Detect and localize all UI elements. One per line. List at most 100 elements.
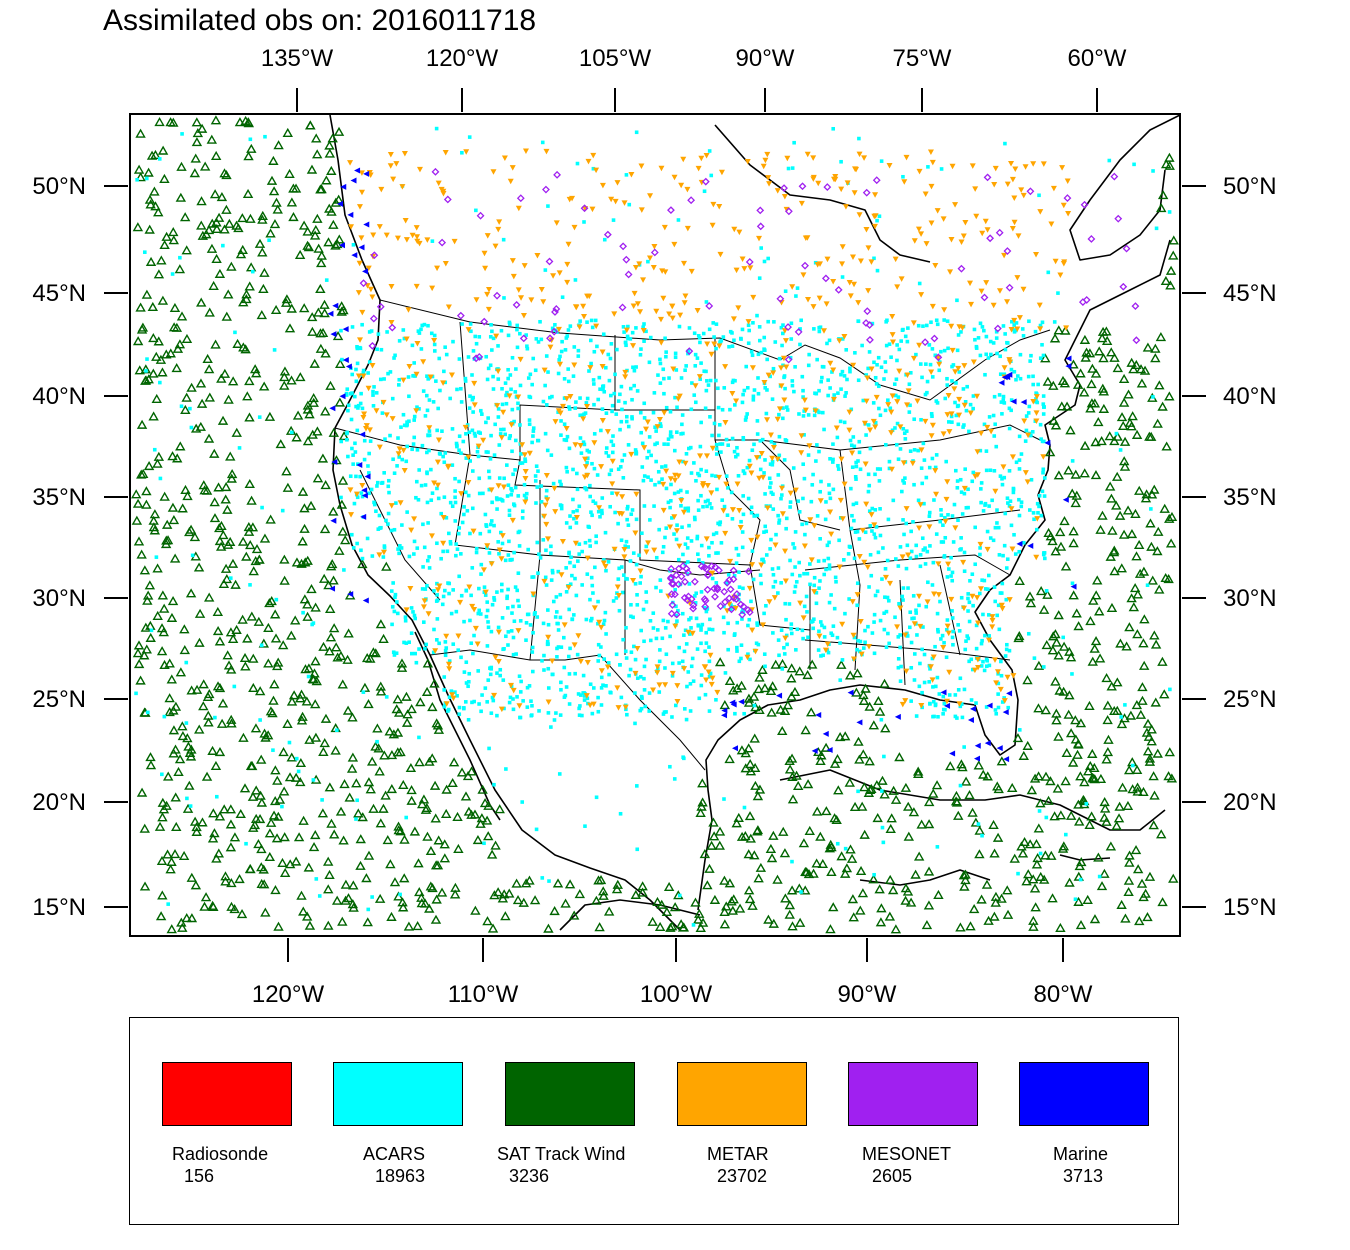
acars-marker <box>523 459 528 464</box>
acars-marker <box>895 343 899 347</box>
sat-track-wind-marker <box>719 906 730 917</box>
acars-marker <box>440 429 444 433</box>
metar-marker <box>636 261 643 267</box>
acars-marker <box>762 335 767 340</box>
acars-marker <box>731 378 736 383</box>
acars-marker <box>387 478 391 483</box>
acars-marker <box>888 406 893 411</box>
sat-track-wind-marker <box>778 826 789 836</box>
acars-marker <box>790 379 795 383</box>
acars-marker <box>1151 169 1155 173</box>
acars-marker <box>610 450 615 455</box>
acars-marker <box>814 590 819 595</box>
acars-marker <box>991 538 996 543</box>
acars-marker <box>406 375 411 379</box>
acars-marker <box>593 318 598 323</box>
metar-marker <box>975 620 982 626</box>
acars-marker <box>855 603 859 608</box>
acars-marker <box>520 516 525 520</box>
acars-marker <box>743 418 748 422</box>
acars-marker <box>412 361 416 365</box>
metar-marker <box>832 174 839 180</box>
acars-marker <box>601 387 605 392</box>
acars-marker <box>1041 394 1046 398</box>
sat-track-wind-marker <box>1165 280 1176 290</box>
metar-marker <box>856 212 863 218</box>
sat-track-wind-marker <box>855 865 867 876</box>
acars-marker <box>1004 566 1009 570</box>
sat-track-wind-marker <box>303 862 314 872</box>
sat-track-wind-marker <box>724 675 736 686</box>
sat-track-wind-marker <box>291 557 303 567</box>
acars-marker <box>477 491 482 496</box>
acars-marker <box>815 357 819 362</box>
acars-marker <box>367 360 372 364</box>
sat-track-wind-marker <box>854 754 865 764</box>
acars-marker <box>798 573 802 578</box>
sat-track-wind-marker <box>320 713 332 723</box>
acars-marker <box>482 841 486 846</box>
sat-track-wind-marker <box>853 736 864 746</box>
acars-marker <box>806 363 811 368</box>
acars-marker <box>967 429 971 434</box>
metar-marker <box>969 163 976 169</box>
metar-marker <box>414 234 421 240</box>
metar-marker <box>484 543 491 549</box>
acars-marker <box>832 606 837 611</box>
acars-marker <box>559 506 564 511</box>
sat-track-wind-marker <box>147 301 159 312</box>
metar-marker <box>886 162 893 169</box>
metar-marker <box>462 424 469 431</box>
acars-marker <box>506 630 511 634</box>
sat-track-wind-marker <box>568 910 580 920</box>
acars-marker <box>679 376 684 380</box>
acars-marker <box>995 508 999 512</box>
sat-track-wind-marker <box>260 732 271 742</box>
metar-marker <box>735 305 742 311</box>
sat-track-wind-marker <box>279 832 290 842</box>
acars-marker <box>485 700 489 704</box>
sat-track-wind-marker <box>244 412 255 422</box>
acars-marker <box>852 556 857 561</box>
sat-track-wind-marker <box>1153 526 1164 536</box>
acars-marker <box>999 400 1004 404</box>
mesonet-marker <box>619 242 628 251</box>
acars-marker <box>457 526 462 530</box>
metar-marker <box>841 334 848 340</box>
acars-marker <box>474 550 479 555</box>
acars-marker <box>454 542 458 546</box>
sat-track-wind-marker <box>1166 511 1178 522</box>
sat-track-wind-marker <box>242 391 253 401</box>
acars-marker <box>759 246 764 250</box>
acars-marker <box>367 451 371 456</box>
metar-marker <box>1020 286 1027 293</box>
acars-marker <box>818 620 823 624</box>
acars-marker <box>501 647 505 652</box>
metar-marker <box>716 204 723 210</box>
sat-track-wind-marker <box>1022 740 1033 750</box>
acars-marker <box>1001 398 1006 402</box>
sat-track-wind-marker <box>529 895 541 905</box>
acars-marker <box>431 400 436 404</box>
metar-marker <box>922 418 929 425</box>
sat-track-wind-marker <box>409 826 421 836</box>
acars-marker <box>749 599 753 604</box>
metar-marker <box>637 568 644 574</box>
acars-marker <box>479 408 483 413</box>
acars-marker <box>506 643 510 647</box>
sat-track-wind-marker <box>763 914 774 924</box>
acars-marker <box>683 506 688 511</box>
metar-marker <box>656 417 663 423</box>
marine-marker <box>1016 540 1023 547</box>
sat-track-wind-marker <box>363 777 375 787</box>
sat-track-wind-marker <box>492 887 504 897</box>
acars-marker <box>647 691 652 695</box>
acars-marker <box>883 408 888 413</box>
sat-track-wind-marker <box>257 210 268 220</box>
acars-marker <box>666 442 670 447</box>
acars-marker <box>894 377 899 382</box>
acars-marker <box>899 339 903 343</box>
acars-marker <box>1010 319 1014 324</box>
acars-marker <box>471 469 475 473</box>
metar-marker <box>928 220 935 226</box>
